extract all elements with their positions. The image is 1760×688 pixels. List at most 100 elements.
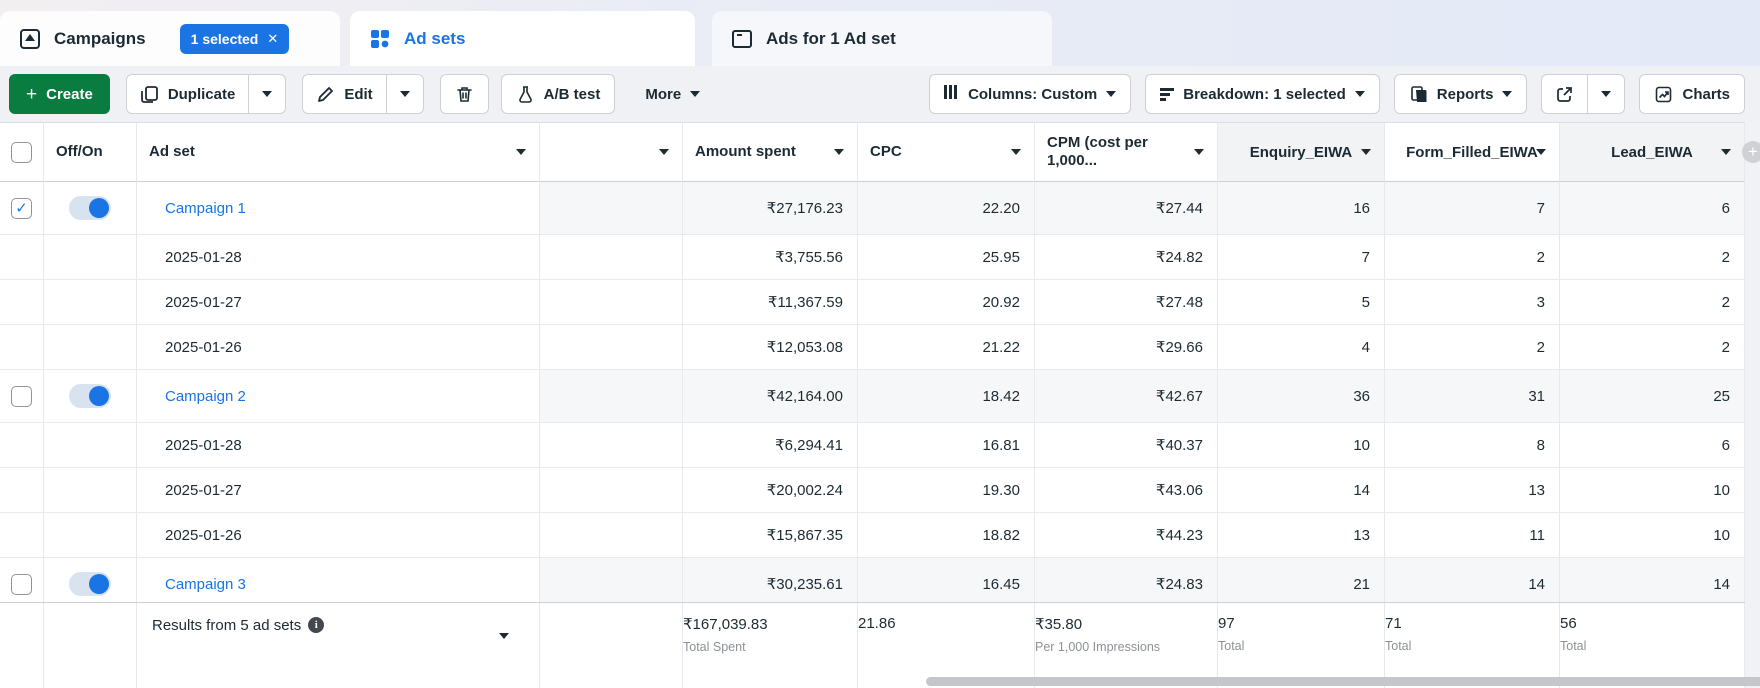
- cpm-cell-value: ₹24.83: [1155, 576, 1203, 593]
- row-checkbox[interactable]: [11, 573, 32, 595]
- breakdown-icon: [1160, 87, 1175, 101]
- ab-test-button[interactable]: A/B test: [500, 74, 616, 114]
- tab-ad-sets[interactable]: Ad sets: [350, 11, 695, 66]
- charts-label: Charts: [1682, 85, 1730, 103]
- delete-button[interactable]: [439, 74, 489, 114]
- export-dropdown[interactable]: [1587, 75, 1624, 113]
- amount-spent-header[interactable]: Amount spent: [683, 122, 858, 182]
- ad-set-cell: 2025-01-27: [137, 468, 540, 513]
- sort-caret-icon[interactable]: [1194, 149, 1204, 155]
- selected-count-badge[interactable]: 1 selected ✕: [179, 23, 290, 54]
- sort-caret-icon[interactable]: [1536, 149, 1546, 155]
- table-row: 2025-01-26 ₹15,867.35 18.82 ₹44.23 13 11 10: [0, 513, 1745, 558]
- lead-cell-value: 14: [1713, 575, 1730, 593]
- form-filled-cell-value: 13: [1528, 481, 1545, 499]
- ad-set-cell: Campaign 2: [137, 370, 540, 423]
- amount-spent-cell-value: ₹6,294.41: [775, 437, 843, 454]
- charts-button[interactable]: Charts: [1639, 74, 1745, 114]
- off-on-toggle[interactable]: [69, 196, 111, 220]
- horizontal-scrollbar[interactable]: [926, 677, 1760, 686]
- tab-ads[interactable]: Ads for 1 Ad set: [712, 11, 1052, 66]
- sort-caret-icon[interactable]: [1721, 149, 1731, 155]
- form-filled-cell-value: 14: [1528, 575, 1545, 593]
- create-label: Create: [46, 85, 93, 103]
- edit-button[interactable]: Edit: [303, 75, 385, 113]
- lead-cell: 10: [1560, 468, 1745, 513]
- ad-set-header[interactable]: Ad set: [137, 122, 540, 182]
- lead-cell-value: 6: [1721, 436, 1730, 454]
- results-dropdown-icon[interactable]: [499, 633, 509, 639]
- export-button[interactable]: [1542, 75, 1587, 113]
- off-on-toggle[interactable]: [69, 572, 111, 596]
- chevron-down-icon: [1601, 91, 1612, 97]
- ad-set-cell: 2025-01-26: [137, 325, 540, 370]
- row-toggle-cell: [44, 423, 137, 468]
- row-toggle-cell: [44, 370, 137, 423]
- create-button[interactable]: + Create: [9, 74, 110, 114]
- clear-selection-icon[interactable]: ✕: [267, 30, 279, 46]
- date-label: 2025-01-27: [165, 293, 242, 311]
- off-on-toggle[interactable]: [69, 384, 111, 408]
- select-all-cell: [0, 122, 44, 182]
- cpc-cell: 22.20: [858, 182, 1035, 235]
- reports-button[interactable]: Reports: [1393, 74, 1528, 114]
- enquiry-cell-value: 5: [1361, 293, 1370, 311]
- sort-caret-icon[interactable]: [516, 149, 526, 155]
- row-checkbox-cell: ✓: [0, 182, 44, 235]
- form-filled-header[interactable]: Form_Filled_EIWA: [1385, 122, 1560, 182]
- row-checkbox-cell: [0, 280, 44, 325]
- sort-caret-icon[interactable]: [1361, 149, 1371, 155]
- row-checkbox-cell: [0, 325, 44, 370]
- campaign-link[interactable]: Campaign 1: [165, 199, 246, 217]
- tab-campaigns[interactable]: Campaigns 1 selected ✕: [0, 11, 340, 66]
- amount-spent-cell: ₹42,164.00: [683, 370, 858, 423]
- tab-band: Campaigns 1 selected ✕ Ad sets Ads for 1…: [0, 0, 1760, 66]
- enquiry-header[interactable]: Enquiry_EIWA: [1218, 122, 1385, 182]
- duplicate-icon: [140, 85, 159, 104]
- cpc-cell-value: 20.92: [982, 293, 1020, 311]
- columns-button[interactable]: Columns: Custom: [929, 74, 1132, 114]
- sort-caret-icon[interactable]: [659, 149, 669, 155]
- table-row: Campaign 2 ₹42,164.00 18.42 ₹42.67 36 31 25: [0, 370, 1745, 423]
- cpm-cell-value: ₹44.23: [1155, 527, 1203, 544]
- blank-cell: [540, 325, 683, 370]
- select-all-checkbox[interactable]: [11, 141, 32, 163]
- tab-ads-label: Ads for 1 Ad set: [766, 28, 896, 48]
- form-filled-cell-value: 31: [1528, 387, 1545, 405]
- row-toggle-cell: [44, 513, 137, 558]
- amount-spent-cell-value: ₹30,235.61: [766, 576, 843, 593]
- cpm-header[interactable]: CPM (cost per 1,000...: [1035, 122, 1218, 182]
- footer-blank-cell: [540, 603, 683, 688]
- breakdown-label: Breakdown: 1 selected: [1183, 85, 1346, 103]
- campaign-link[interactable]: Campaign 2: [165, 387, 246, 405]
- breakdown-button[interactable]: Breakdown: 1 selected: [1145, 74, 1380, 114]
- row-checkbox[interactable]: [11, 385, 32, 407]
- more-button[interactable]: More: [631, 74, 714, 114]
- date-label: 2025-01-26: [165, 338, 242, 356]
- amount-spent-cell-value: ₹3,755.56: [775, 249, 843, 266]
- enquiry-cell: 36: [1218, 370, 1385, 423]
- form-filled-cell: 7: [1385, 182, 1560, 235]
- row-checkbox[interactable]: ✓: [11, 197, 32, 219]
- plus-icon: +: [26, 83, 38, 105]
- cpm-cell-value: ₹24.82: [1155, 249, 1203, 266]
- info-icon[interactable]: i: [308, 617, 325, 633]
- cpc-cell: 19.30: [858, 468, 1035, 513]
- campaign-link[interactable]: Campaign 3: [165, 575, 246, 593]
- duplicate-dropdown[interactable]: [248, 75, 285, 113]
- cpm-cell: ₹27.44: [1035, 182, 1218, 235]
- blank-cell: [540, 280, 683, 325]
- blank-column-header[interactable]: [540, 122, 683, 182]
- total-form-cell: 71 Total: [1385, 603, 1560, 688]
- toolbar-right-cluster: Columns: Custom Breakdown: 1 selected Re…: [929, 74, 1745, 114]
- duplicate-button[interactable]: Duplicate: [127, 75, 249, 113]
- sort-caret-icon[interactable]: [834, 149, 844, 155]
- cpc-header[interactable]: CPC: [858, 122, 1035, 182]
- edit-dropdown[interactable]: [385, 75, 423, 113]
- sort-caret-icon[interactable]: [1011, 149, 1021, 155]
- lead-header[interactable]: Lead_EIWA: [1560, 122, 1745, 182]
- cpm-cell: ₹29.66: [1035, 325, 1218, 370]
- enquiry-cell: 7: [1218, 235, 1385, 280]
- add-column-button[interactable]: +: [1742, 141, 1760, 163]
